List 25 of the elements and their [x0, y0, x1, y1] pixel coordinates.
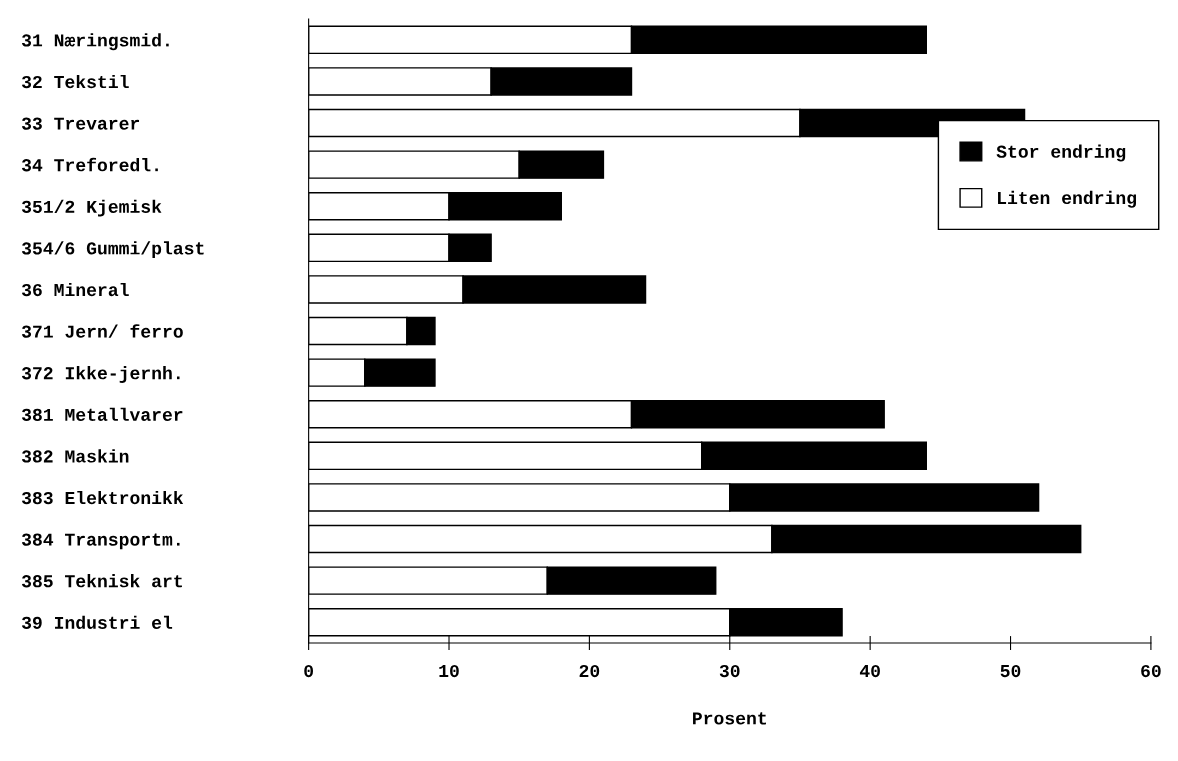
x-tick-label: 50 [1000, 664, 1021, 678]
x-tick-label: 20 [579, 664, 600, 678]
x-axis-title: Prosent [693, 712, 766, 725]
y-tick-label: 385 Teknisk art [21, 574, 182, 588]
y-tick-label: 39 Industri el [21, 615, 173, 629]
y-tick-label: 372 Ikke-jernh. [21, 366, 180, 383]
y-tick-label: 381 Metallvarer [21, 407, 183, 421]
x-tick-label: 60 [1141, 664, 1161, 678]
x-tick-label: 40 [859, 664, 880, 678]
y-tick-label: 383 Elektronikk [21, 490, 184, 505]
y-tick-label: 33 Trevarer [21, 117, 140, 130]
y-tick-label: 32 Tekstil [21, 74, 129, 89]
y-tick-label: 354/6 Gummi/plast [21, 241, 204, 259]
x-tick-label: 10 [439, 664, 459, 678]
legend-label: Stor endring [996, 144, 1126, 162]
y-tick-label: 36 Mineral [21, 282, 129, 297]
y-tick-label: 31 Næringsmid. [21, 33, 169, 51]
y-tick-label: 382 Maskin [21, 449, 129, 463]
y-tick-label: 371 Jern/ ferro [21, 324, 183, 338]
legend-label: Liten endring [998, 190, 1137, 208]
x-tick-label: 30 [719, 664, 740, 678]
x-tick-label: 0 [304, 664, 314, 678]
y-tick-label: 384 Transportm. [21, 533, 180, 550]
y-tick-label: 351/2 Kjemisk [21, 199, 162, 217]
y-tick-label: 34 Treforedl. [21, 157, 158, 172]
